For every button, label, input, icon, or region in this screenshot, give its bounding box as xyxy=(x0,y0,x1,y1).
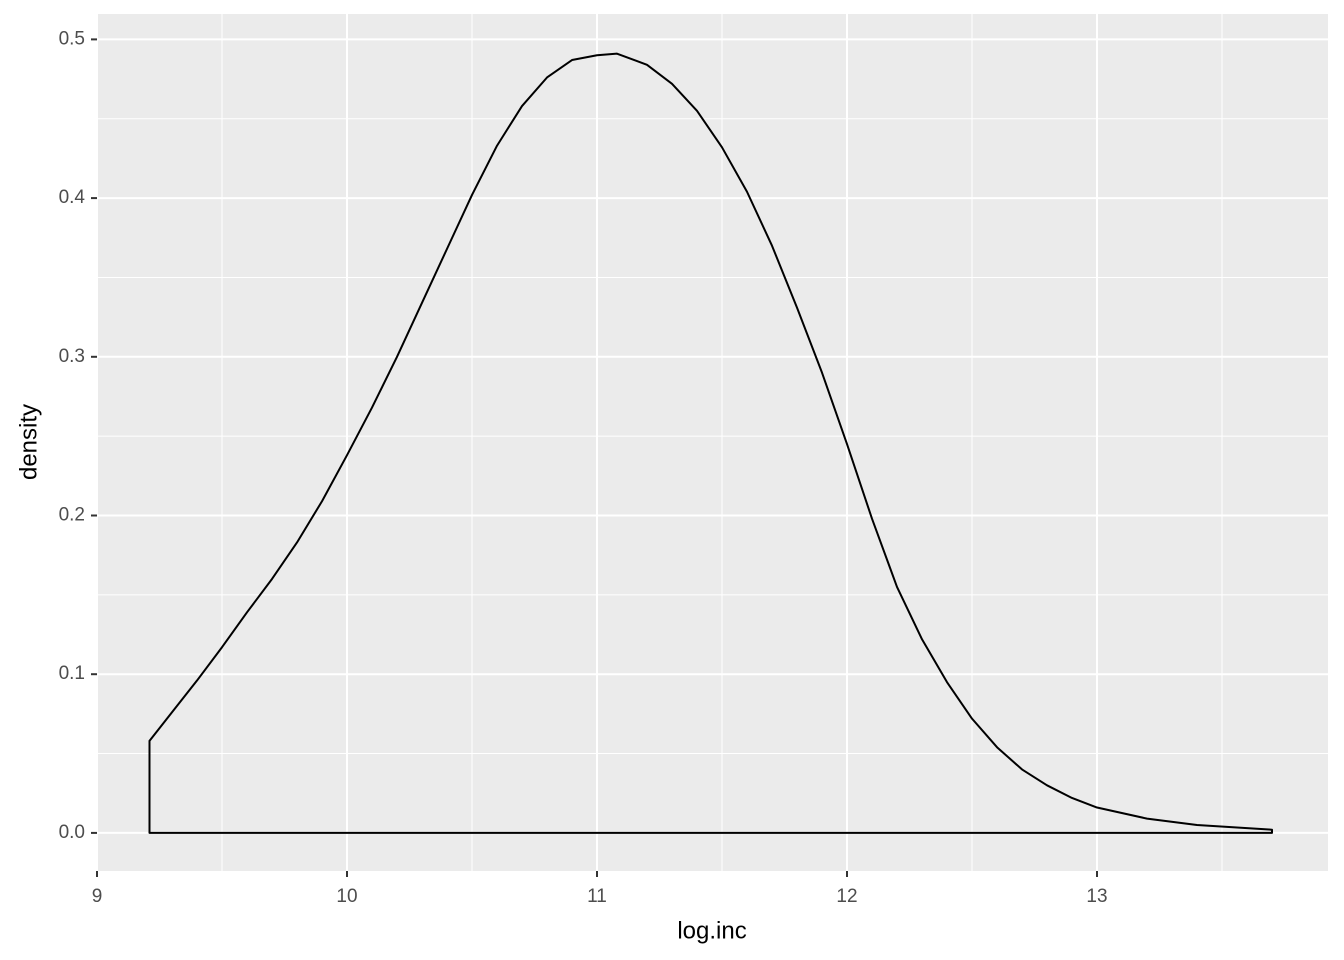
x-tick-label: 10 xyxy=(336,886,357,907)
x-tick-label: 11 xyxy=(587,886,607,907)
y-tick-label: 0.5 xyxy=(59,28,85,49)
x-tick-label: 9 xyxy=(92,886,103,907)
x-tick-label: 13 xyxy=(1086,886,1107,907)
x-tick-label: 12 xyxy=(836,886,857,907)
y-tick-label: 0.0 xyxy=(59,822,85,843)
x-axis-title: log.inc xyxy=(677,917,746,944)
marks xyxy=(148,52,1273,834)
y-axis-title: density xyxy=(15,404,42,480)
axes: 9 10 11 12 13 0.0 0.1 0.2 0.3 0.4 0.5 xyxy=(59,28,1108,907)
y-tick-label: 0.1 xyxy=(59,663,85,684)
density-curve xyxy=(148,52,1273,834)
y-tick-label: 0.2 xyxy=(59,505,85,526)
y-tick-label: 0.3 xyxy=(59,346,85,367)
panel xyxy=(97,14,1328,871)
y-tick-label: 0.4 xyxy=(59,187,86,208)
